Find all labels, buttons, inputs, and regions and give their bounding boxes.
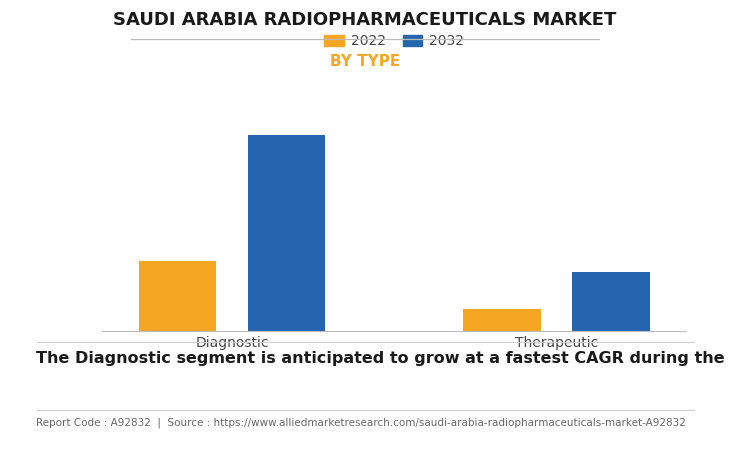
- Bar: [572, 272, 650, 331]
- Bar: [139, 261, 216, 331]
- Text: The Diagnostic segment is anticipated to grow at a fastest CAGR during the forec: The Diagnostic segment is anticipated to…: [36, 351, 730, 366]
- Bar: [247, 135, 326, 331]
- Text: Report Code : A92832  |  Source : https://www.alliedmarketresearch.com/saudi-ara: Report Code : A92832 | Source : https://…: [36, 418, 686, 428]
- Bar: [463, 309, 541, 331]
- Text: BY TYPE: BY TYPE: [330, 54, 400, 69]
- Text: SAUDI ARABIA RADIOPHARMACEUTICALS MARKET: SAUDI ARABIA RADIOPHARMACEUTICALS MARKET: [113, 11, 617, 29]
- Legend: 2022, 2032: 2022, 2032: [319, 29, 469, 54]
